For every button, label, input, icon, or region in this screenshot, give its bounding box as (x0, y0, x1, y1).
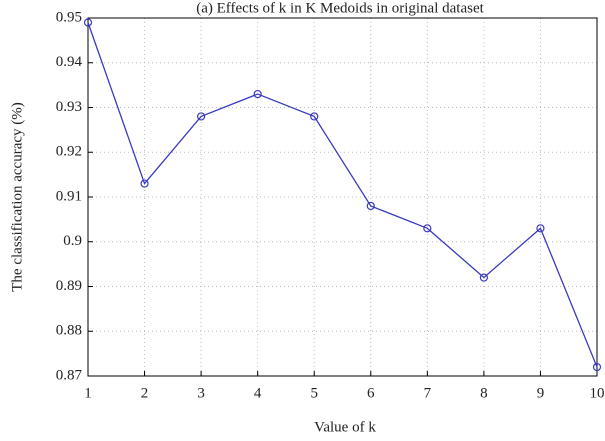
marker (479, 273, 488, 282)
chart-title: (a) Effects of k in K Medoids in origina… (196, 0, 484, 16)
marker (536, 224, 545, 233)
y-tick-label: 0.88 (56, 323, 82, 339)
x-tick-label: 4 (254, 385, 262, 401)
y-tick-label: 0.93 (56, 99, 82, 115)
marker (140, 179, 149, 188)
x-tick-label: 3 (197, 385, 205, 401)
marker (366, 201, 375, 211)
x-tick-label: 6 (367, 385, 375, 401)
x-tick-label: 10 (590, 385, 605, 401)
marker (423, 224, 432, 233)
y-tick-label: 0.89 (56, 278, 82, 294)
y-tick-label: 0.92 (56, 144, 82, 160)
x-tick-label: 9 (537, 385, 545, 401)
x-tick-label: 2 (141, 385, 149, 401)
marker (83, 18, 93, 27)
line (87, 22, 598, 368)
y-axis-label: The classification accuracy (%) (9, 102, 25, 291)
x-axis-label: Value of k (314, 419, 376, 435)
y-tick-label: 0.9 (63, 233, 82, 249)
y-tick-label: 0.94 (56, 54, 83, 70)
y-tick-label: 0.91 (56, 188, 82, 204)
x-tick-label: 5 (310, 385, 318, 401)
marker (592, 362, 602, 372)
marker (310, 112, 319, 121)
plot-frame (87, 17, 598, 377)
y-tick-label: 0.95 (56, 9, 82, 25)
marker (197, 112, 206, 121)
y-tick-label: 0.87 (56, 367, 83, 383)
x-tick-label: 7 (424, 385, 432, 401)
marker (253, 89, 262, 99)
x-tick-label: 1 (84, 385, 92, 401)
x-tick-label: 8 (480, 385, 488, 401)
